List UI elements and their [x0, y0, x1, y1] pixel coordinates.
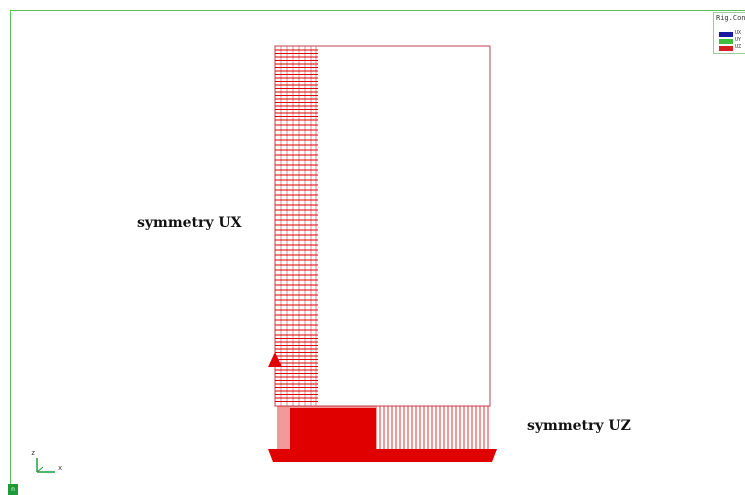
- mesh: [275, 46, 490, 407]
- ux-constraint-markers: [275, 49, 318, 402]
- axis-z-label: z: [31, 449, 36, 457]
- axis-x-label: x: [58, 464, 63, 472]
- legend-label-uz: UZ: [735, 44, 742, 50]
- symmetry-ux-label: symmetry UX: [137, 215, 242, 231]
- constraint-legend: Rig.Con UX UY UZ: [713, 12, 745, 54]
- axis-triad: [36, 458, 55, 473]
- legend-item-uz: UZ: [719, 44, 745, 51]
- legend-label-ux: UX: [735, 30, 742, 36]
- symmetry-uz-label: symmetry UZ: [527, 418, 631, 434]
- legend-swatch-uy: [719, 39, 733, 44]
- legend-item-uy: UY: [719, 37, 745, 44]
- uz-dense-block: [290, 408, 358, 449]
- legend-label-uy: UY: [735, 37, 742, 43]
- corner-button[interactable]: n: [8, 484, 18, 495]
- graphics-viewport[interactable]: [10, 10, 745, 495]
- legend-swatch-ux: [719, 32, 733, 37]
- uz-dense-block: [358, 408, 376, 449]
- legend-swatch-uz: [719, 46, 733, 51]
- ux-arrow-marker: [268, 352, 282, 367]
- uz-constraint-markers: [277, 406, 489, 449]
- legend-title: Rig.Con: [716, 14, 745, 22]
- legend-item-ux: UX: [719, 30, 745, 37]
- uz-base-bar: [268, 449, 497, 462]
- domain-outline: [274, 45, 491, 407]
